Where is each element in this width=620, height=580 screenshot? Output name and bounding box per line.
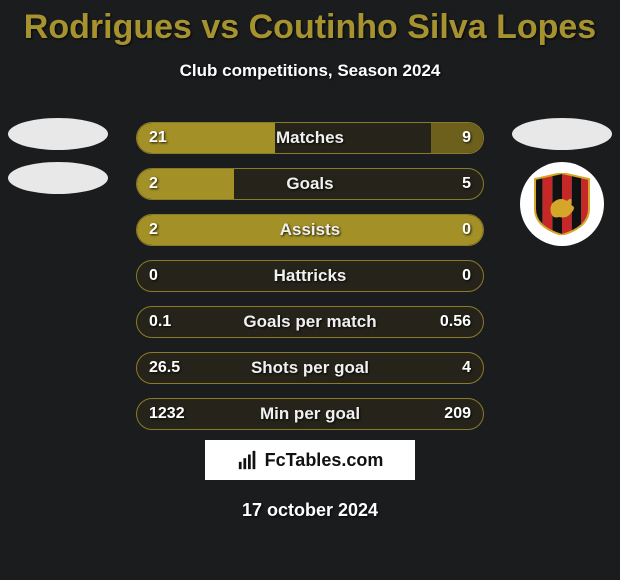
stat-value-right: 0 xyxy=(462,215,471,245)
stat-rows-container: 21 Matches 9 2 Goals 5 2 Assists 0 0 Hat… xyxy=(136,122,484,430)
stat-row: 0 Hattricks 0 xyxy=(136,260,484,292)
page-title: Rodrigues vs Coutinho Silva Lopes xyxy=(0,0,620,47)
stat-row: 1232 Min per goal 209 xyxy=(136,398,484,430)
watermark-text: FcTables.com xyxy=(265,450,384,471)
stat-value-right: 209 xyxy=(444,399,471,429)
stat-label: Shots per goal xyxy=(137,353,483,383)
chart-icon xyxy=(237,449,259,471)
stat-label: Goals xyxy=(137,169,483,199)
stat-row: 21 Matches 9 xyxy=(136,122,484,154)
team-left-logo-group xyxy=(8,118,108,194)
stat-row: 26.5 Shots per goal 4 xyxy=(136,352,484,384)
team-right-ellipse xyxy=(512,118,612,150)
stat-value-right: 0 xyxy=(462,261,471,291)
stat-label: Assists xyxy=(137,215,483,245)
stat-label: Matches xyxy=(137,123,483,153)
subtitle: Club competitions, Season 2024 xyxy=(0,61,620,81)
stat-label: Goals per match xyxy=(137,307,483,337)
team-right-crest xyxy=(520,162,604,246)
watermark: FcTables.com xyxy=(205,440,415,480)
stat-value-right: 9 xyxy=(462,123,471,153)
stat-label: Hattricks xyxy=(137,261,483,291)
stat-label: Min per goal xyxy=(137,399,483,429)
stat-value-right: 5 xyxy=(462,169,471,199)
stat-row: 2 Assists 0 xyxy=(136,214,484,246)
stat-value-right: 0.56 xyxy=(440,307,471,337)
stat-value-right: 4 xyxy=(462,353,471,383)
shield-icon xyxy=(533,173,591,235)
team-right-logo-group xyxy=(512,118,612,246)
date-label: 17 october 2024 xyxy=(0,500,620,521)
team-left-ellipse-2 xyxy=(8,162,108,194)
stat-row: 2 Goals 5 xyxy=(136,168,484,200)
team-left-ellipse-1 xyxy=(8,118,108,150)
stat-row: 0.1 Goals per match 0.56 xyxy=(136,306,484,338)
